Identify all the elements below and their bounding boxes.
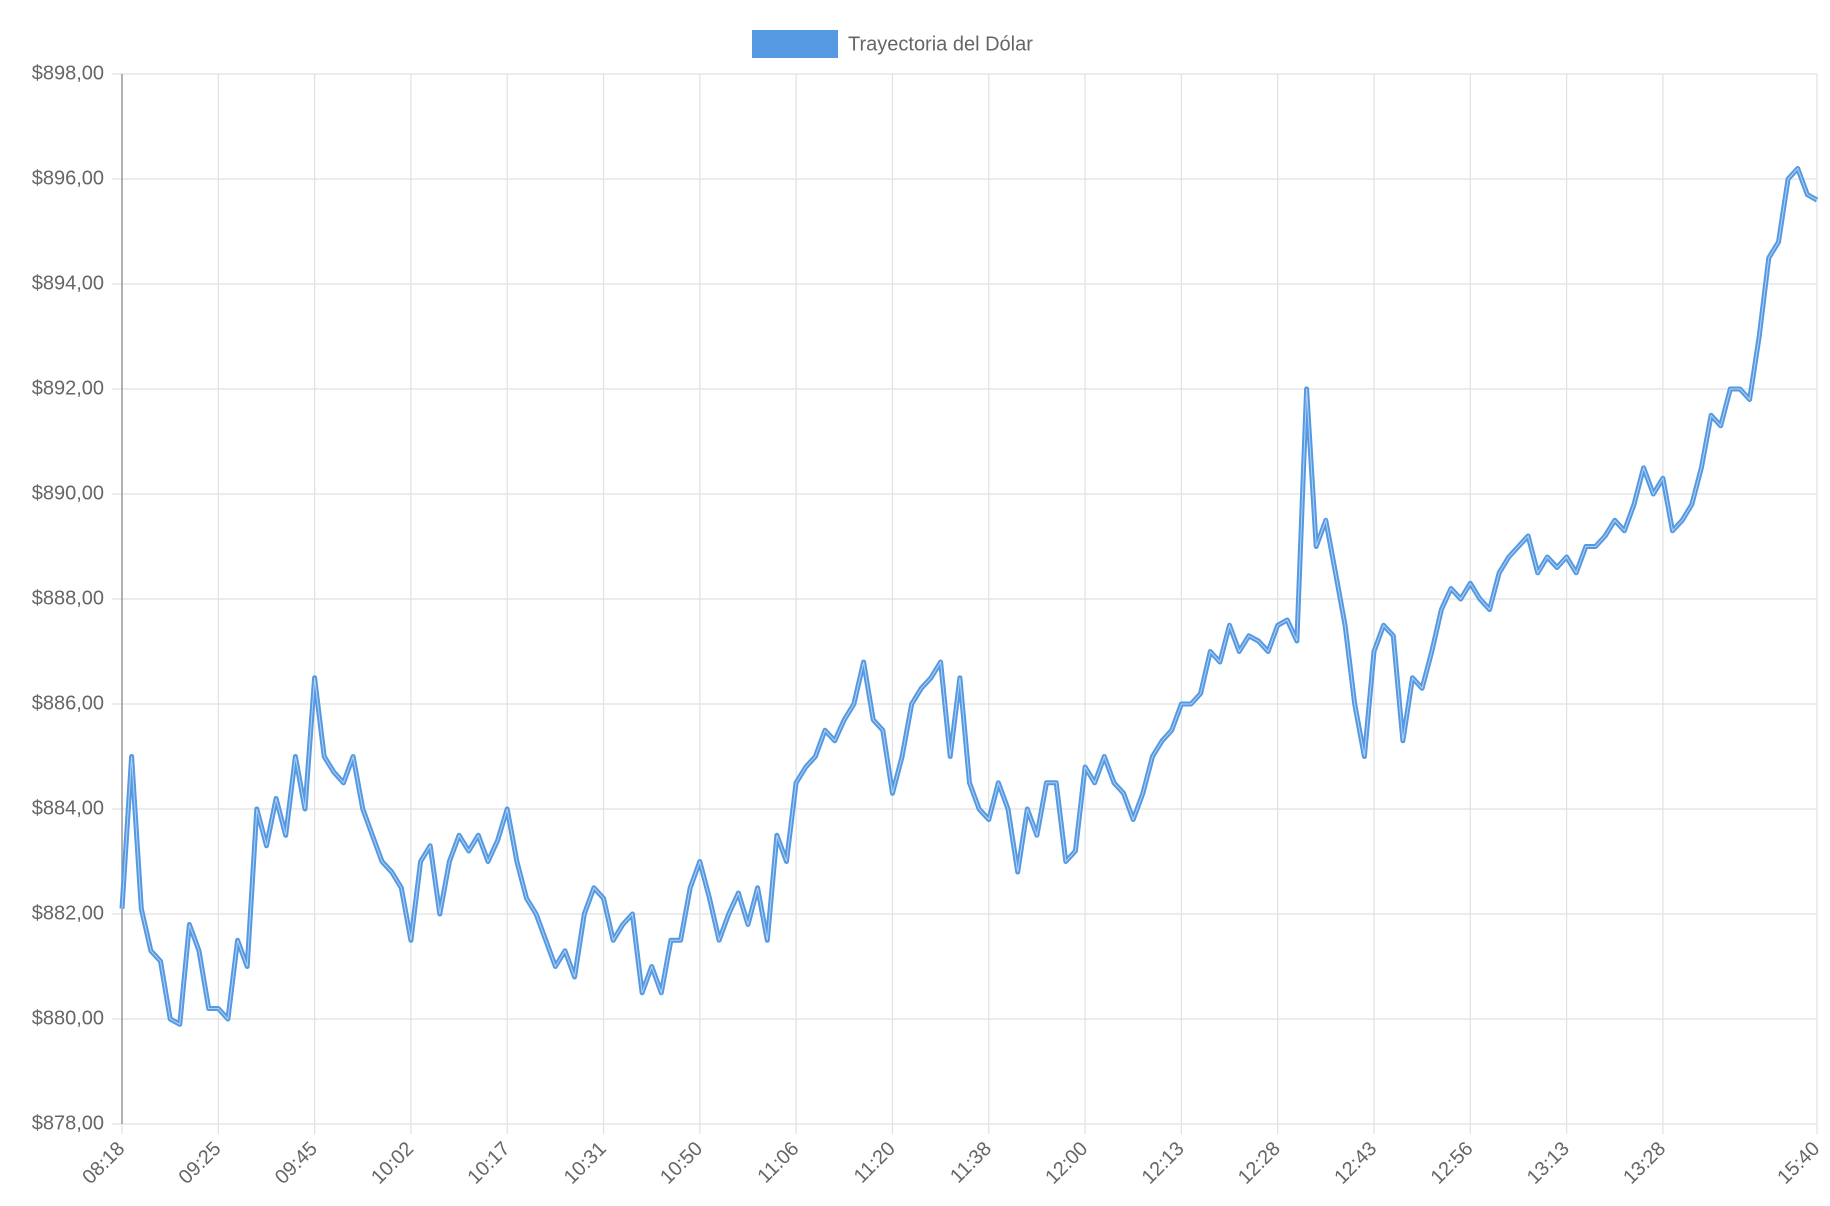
y-tick-label: $890,00 — [32, 482, 104, 504]
x-tick-label: 13:28 — [1619, 1138, 1670, 1189]
x-tick-label: 10:31 — [560, 1138, 611, 1189]
y-tick-label: $884,00 — [32, 797, 104, 819]
x-tick-label: 12:28 — [1234, 1138, 1285, 1189]
y-tick-label: $880,00 — [32, 1007, 104, 1029]
line-highlight — [121, 167, 1818, 1026]
y-tick-label: $882,00 — [32, 902, 104, 924]
x-tick-label: 11:06 — [754, 1138, 804, 1188]
x-tick-label: 10:02 — [367, 1138, 418, 1189]
x-tick-label: 10:17 — [464, 1138, 515, 1189]
x-tick-label: 09:25 — [175, 1138, 226, 1189]
x-tick-label: 15:40 — [1773, 1138, 1824, 1189]
y-tick-label: $898,00 — [32, 62, 104, 84]
x-tick-label: 12:13 — [1138, 1138, 1189, 1189]
y-tick-label: $892,00 — [32, 377, 104, 399]
x-tick-label: 08:18 — [78, 1138, 129, 1189]
x-tick-label: 11:38 — [946, 1138, 996, 1188]
legend-label: Trayectoria del Dólar — [848, 33, 1033, 55]
x-tick-label: 12:00 — [1041, 1138, 1092, 1189]
y-tick-label: $878,00 — [32, 1112, 104, 1134]
y-tick-label: $896,00 — [32, 167, 104, 189]
x-tick-label: 10:50 — [656, 1138, 707, 1189]
y-tick-label: $886,00 — [32, 692, 104, 714]
x-tick-label: 13:13 — [1523, 1138, 1574, 1189]
y-tick-label: $888,00 — [32, 587, 104, 609]
legend-swatch — [752, 30, 838, 58]
x-tick-label: 09:45 — [271, 1138, 322, 1189]
x-tick-label: 11:20 — [850, 1138, 900, 1188]
x-tick-label: 12:43 — [1330, 1138, 1381, 1189]
line — [119, 166, 1819, 1027]
y-tick-label: $894,00 — [32, 272, 104, 294]
x-tick-label: 12:56 — [1427, 1138, 1478, 1189]
